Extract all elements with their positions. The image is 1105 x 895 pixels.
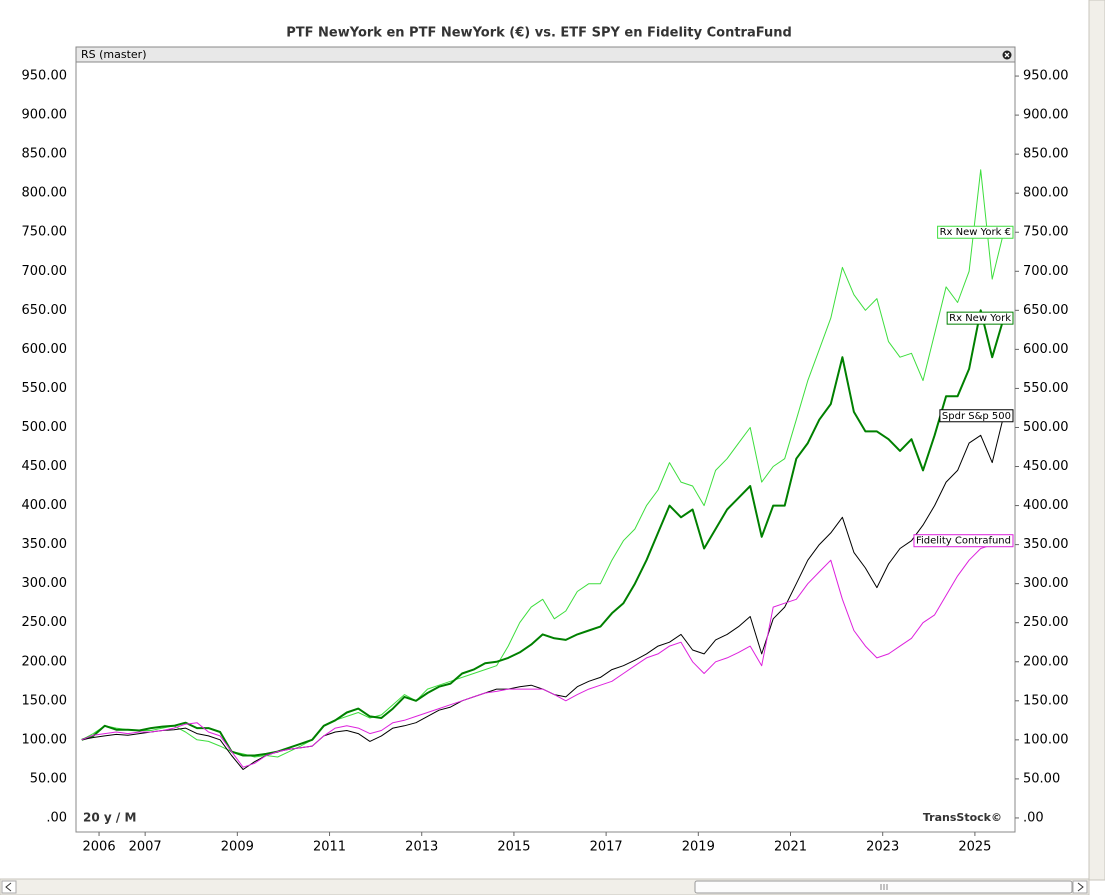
y-tick-label: 500.00 [22,420,68,435]
y2-tick-label: 600.00 [1023,342,1069,357]
y2-tick-label: 200.00 [1023,654,1069,669]
panel-header [75,46,1016,63]
x-tick-label: 2017 [590,840,623,855]
y2-tick-label: 450.00 [1023,459,1069,474]
chart-title: PTF NewYork en PTF NewYork (€) vs. ETF S… [286,26,792,41]
y-tick-label: 150.00 [22,693,68,708]
legend-box [913,534,1014,548]
y-tick-label: 750.00 [22,225,68,240]
x-tick-label: 2019 [682,840,715,855]
y2-tick-label: 250.00 [1023,615,1069,630]
y-tick-label: 250.00 [22,615,68,630]
scroll-right-button[interactable] [1072,880,1088,894]
y2-tick-label: 400.00 [1023,498,1069,513]
scroll-right-arrow [1077,882,1084,892]
y2-tick-label: 850.00 [1023,147,1069,162]
series-line [81,540,1004,768]
y2-tick-label: 750.00 [1023,225,1069,240]
period-label: 20 y / M [83,811,136,825]
y2-tick-label: 150.00 [1023,693,1069,708]
y-tick-label: .00 [46,810,67,825]
vertical-scrollbar[interactable] [1088,0,1105,881]
scroll-left-button[interactable] [1,880,17,894]
y-tick-label: 650.00 [22,303,68,318]
scroll-left-arrow [5,882,12,892]
legend-label: Spdr S&p 500 [942,411,1011,422]
y2-tick-label: 350.00 [1023,537,1069,552]
y2-tick-label: 550.00 [1023,381,1069,396]
y2-tick-label: 50.00 [1023,771,1060,786]
y-tick-label: 400.00 [22,498,68,513]
y-tick-label: 550.00 [22,381,68,396]
plot-area [75,46,1016,833]
legend-box [946,311,1014,325]
x-tick-label: 2009 [221,840,254,855]
x-tick-label: 2013 [405,840,438,855]
y-tick-label: 300.00 [22,576,68,591]
x-tick-label: 2011 [313,840,346,855]
legend-label: Rx New York € [940,227,1011,238]
close-icon [1004,52,1010,58]
y2-tick-label: 650.00 [1023,303,1069,318]
y-tick-label: 950.00 [22,69,68,84]
y2-tick-label: 500.00 [1023,420,1069,435]
y-tick-label: 900.00 [22,108,68,123]
y2-tick-label: 300.00 [1023,576,1069,591]
x-tick-label: 2021 [774,840,807,855]
y-tick-label: 600.00 [22,342,68,357]
y-tick-label: 50.00 [30,771,67,786]
y2-tick-label: 100.00 [1023,732,1069,747]
y-tick-label: 850.00 [22,147,68,162]
legend-label: Rx New York [949,313,1011,324]
y2-tick-label: .00 [1023,810,1044,825]
x-tick-label: 2025 [958,840,991,855]
x-tick-label: 2006 [83,840,116,855]
y-tick-label: 350.00 [22,537,68,552]
legend-box [939,409,1014,423]
y2-tick-label: 800.00 [1023,186,1069,201]
legend-label: Fidelity Contrafund [916,536,1011,547]
x-tick-label: 2007 [129,840,162,855]
x-tick-label: 2023 [866,840,899,855]
y2-tick-label: 700.00 [1023,264,1069,279]
legend-box [937,225,1014,239]
watermark: TransStock© [923,811,1002,824]
scroll-grip [880,884,888,890]
y2-tick-label: 900.00 [1023,108,1069,123]
x-tick-label: 2015 [497,840,530,855]
panel-label: RS (master) [81,48,147,61]
series-line [81,309,1005,757]
y-tick-label: 800.00 [22,186,68,201]
y-tick-label: 450.00 [22,459,68,474]
y-tick-label: 700.00 [22,264,68,279]
y2-tick-label: 950.00 [1023,69,1069,84]
y-tick-label: 200.00 [22,654,68,669]
y-tick-label: 100.00 [22,732,68,747]
